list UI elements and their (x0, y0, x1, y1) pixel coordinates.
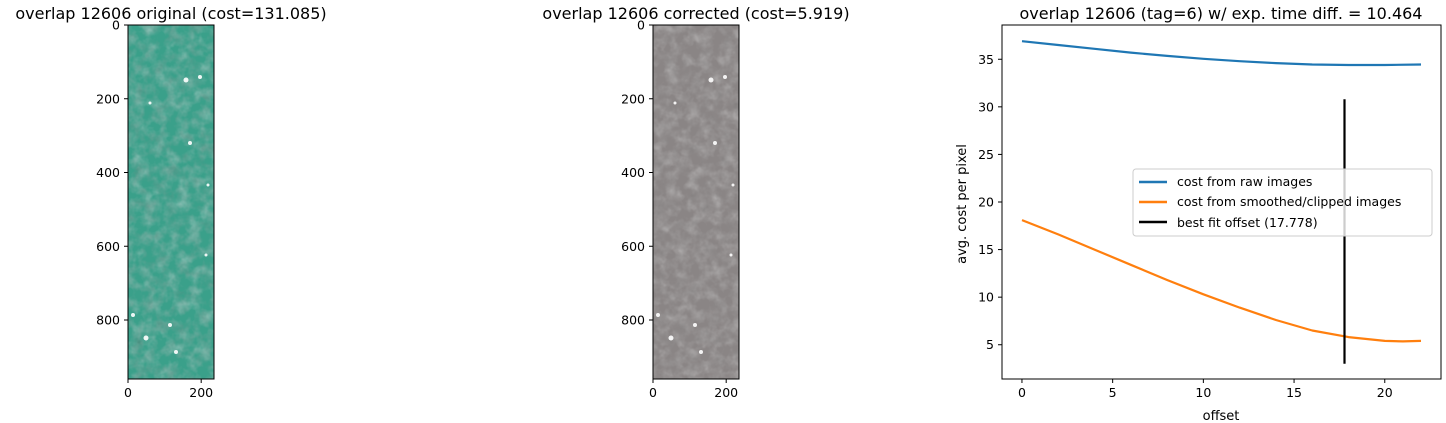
bright-spot (188, 141, 192, 145)
y-tick-label: 20 (978, 195, 994, 210)
bright-spot (656, 313, 660, 317)
y-tick-label: 0 (112, 18, 120, 33)
bright-spot (668, 335, 674, 341)
cost-plot-y-label: avg. cost per pixel (955, 144, 970, 264)
bright-spot (143, 335, 149, 341)
cost-plot-title: overlap 12606 (tag=6) w/ exp. time diff.… (1020, 4, 1423, 23)
panel-corrected-title: overlap 12606 corrected (cost=5.919) (542, 4, 849, 23)
y-tick-label: 600 (96, 239, 120, 254)
original-image-texture (128, 25, 214, 379)
panel-cost-plot: overlap 12606 (tag=6) w/ exp. time diff.… (955, 4, 1442, 423)
bright-spot (131, 313, 135, 317)
x-tick-label: 10 (1195, 385, 1211, 400)
panel-original: overlap 12606 original (cost=131.085) 0 2… (15, 4, 326, 400)
y-tick-label: 10 (978, 290, 994, 305)
x-tick-label: 0 (649, 385, 657, 400)
bright-spot (168, 323, 172, 327)
bright-spot (699, 350, 703, 354)
bright-spot (729, 253, 733, 257)
legend-box (1132, 168, 1433, 237)
x-tick-label: 0 (1018, 385, 1026, 400)
x-tick-label: 20 (1377, 385, 1393, 400)
original-x-ticks: 0 200 (124, 379, 213, 400)
x-tick-label: 15 (1286, 385, 1302, 400)
bright-spot (183, 77, 189, 83)
bright-spot (204, 253, 208, 257)
corrected-x-ticks: 0 200 (649, 379, 738, 400)
x-tick-label: 5 (1109, 385, 1117, 400)
y-tick-label: 200 (621, 91, 645, 106)
original-image-frame (127, 24, 215, 380)
y-tick-label: 0 (637, 18, 645, 33)
bright-spot (206, 183, 210, 187)
series-line-0 (1021, 40, 1422, 67)
y-tick-label: 400 (96, 165, 120, 180)
bright-spot (731, 183, 735, 187)
x-tick-label: 200 (714, 385, 738, 400)
bright-spot (723, 75, 727, 79)
y-tick-label: 15 (978, 242, 994, 257)
corrected-y-ticks: 0 200 400 600 800 (621, 18, 653, 328)
legend-label-best-fit: best fit offset (17.778) (1177, 215, 1318, 230)
y-tick-label: 30 (978, 99, 994, 114)
x-tick-label: 200 (189, 385, 213, 400)
cost-plot-y-ticks: 5 10 15 20 25 30 35 (978, 52, 1002, 352)
original-image-bright-spots (131, 75, 210, 354)
y-tick-label: 35 (978, 52, 994, 67)
legend-label-smoothed: cost from smoothed/clipped images (1177, 194, 1401, 209)
panel-corrected: overlap 12606 corrected (cost=5.919) 0 20… (542, 4, 849, 400)
cost-plot-x-label: offset (1203, 409, 1240, 423)
bright-spot (198, 75, 202, 79)
x-tick-label: 0 (124, 385, 132, 400)
bright-spot (708, 77, 714, 83)
bright-spot (713, 141, 717, 145)
cost-plot-legend: cost from raw images cost from smoothed/… (1132, 168, 1433, 237)
corrected-image-texture (653, 25, 739, 379)
y-tick-label: 200 (96, 91, 120, 106)
y-tick-label: 800 (621, 313, 645, 328)
corrected-image-frame (652, 24, 740, 380)
bright-spot (673, 101, 677, 105)
y-tick-label: 800 (96, 313, 120, 328)
y-tick-label: 5 (986, 337, 994, 352)
panel-original-title: overlap 12606 original (cost=131.085) (15, 4, 326, 23)
legend-label-raw: cost from raw images (1177, 174, 1312, 189)
y-tick-label: 400 (621, 165, 645, 180)
y-tick-label: 25 (978, 147, 994, 162)
original-y-ticks: 0 200 400 600 800 (96, 18, 128, 328)
y-tick-label: 600 (621, 239, 645, 254)
series-line-1 (1021, 219, 1422, 343)
bright-spot (693, 323, 697, 327)
cost-plot-x-ticks: 0 5 10 15 20 (1018, 379, 1393, 400)
bright-spot (148, 101, 152, 105)
corrected-image-bright-spots (656, 75, 735, 354)
bright-spot (174, 350, 178, 354)
